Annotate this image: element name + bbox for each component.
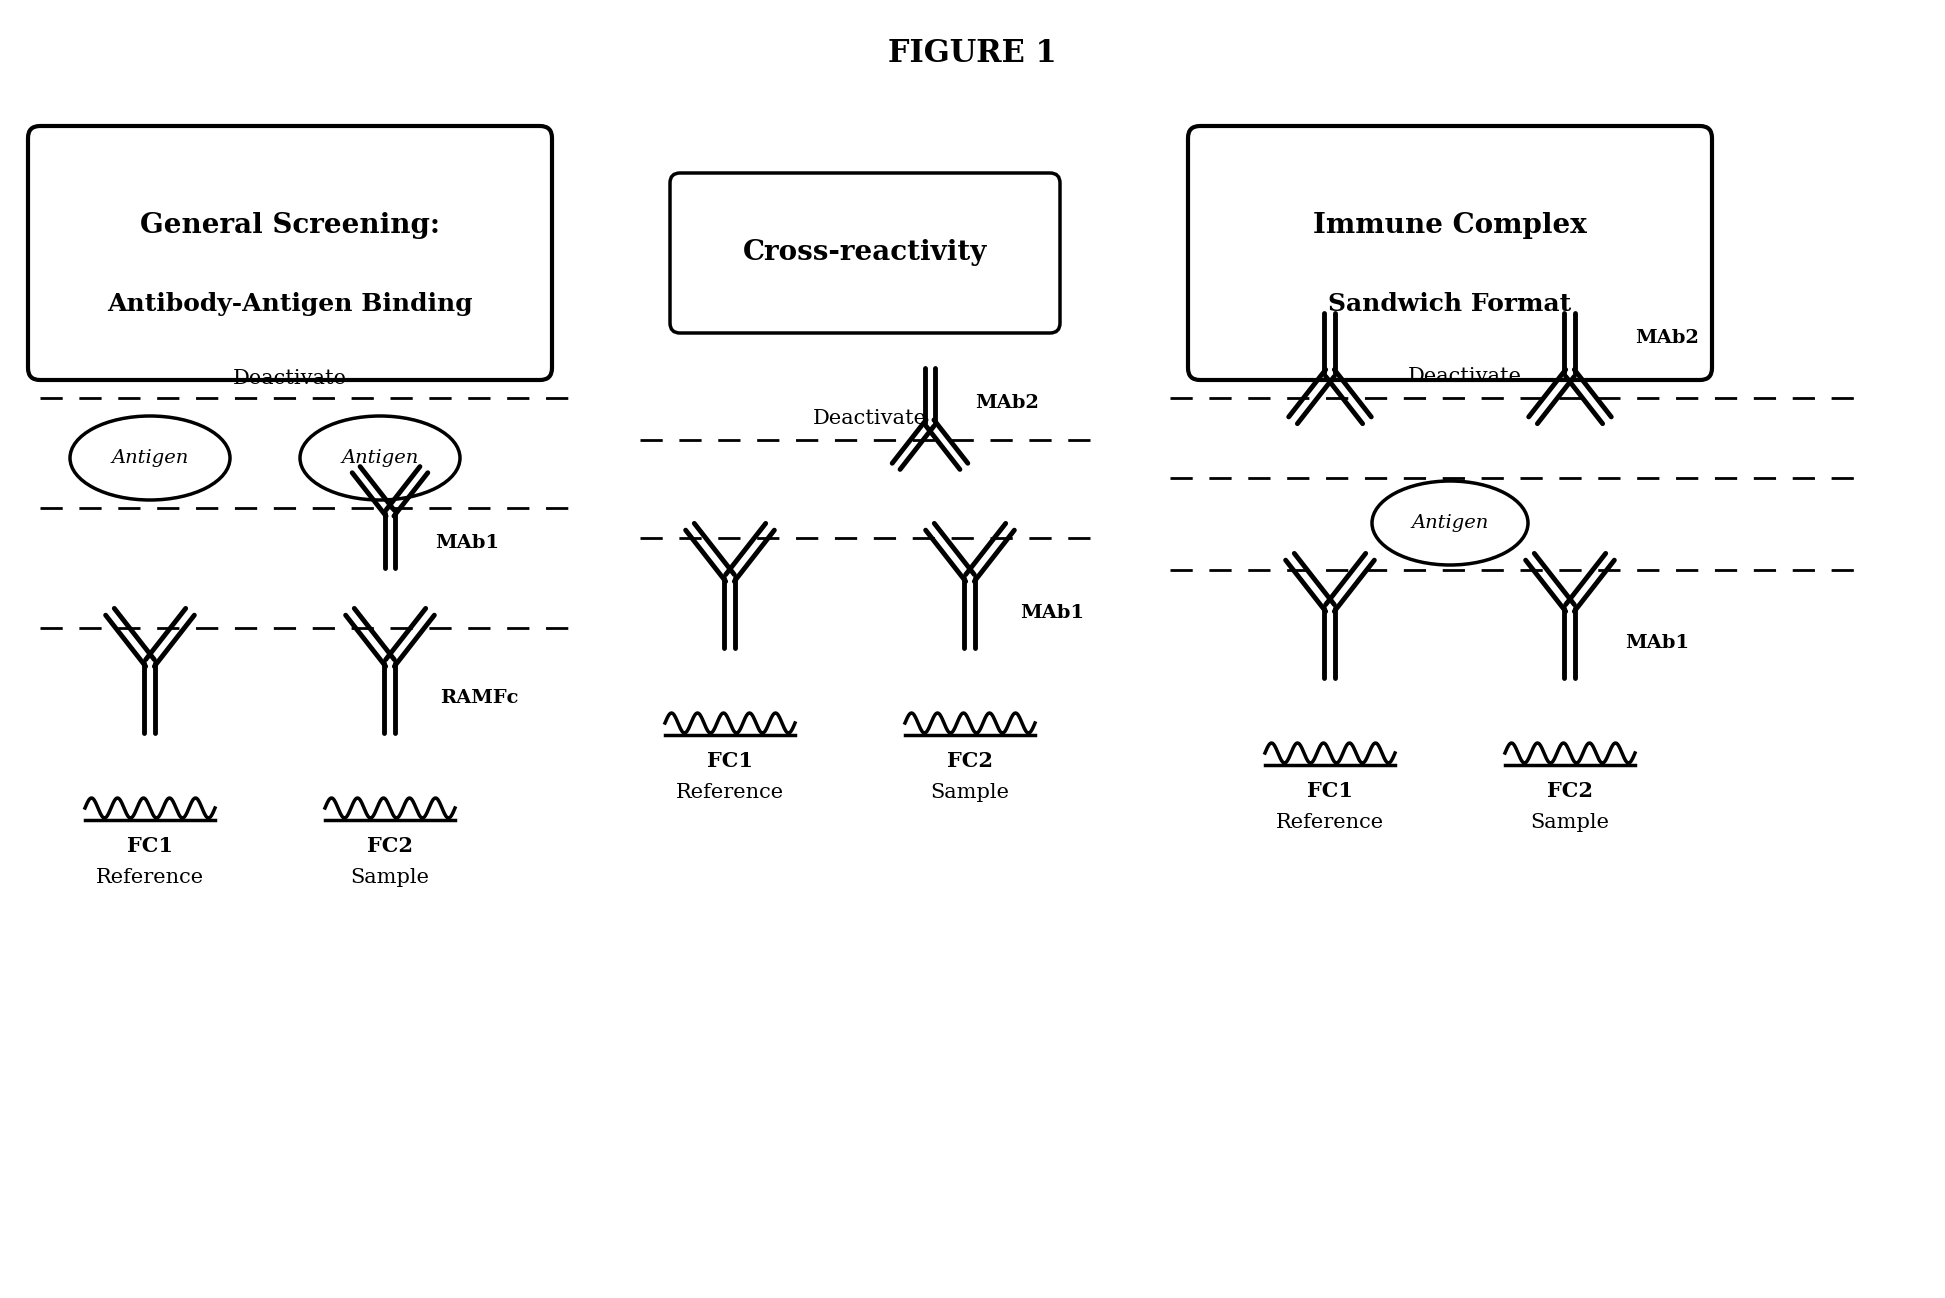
Text: MAb1: MAb1 <box>1624 633 1688 652</box>
Text: General Screening:: General Screening: <box>140 212 440 239</box>
Text: Cross-reactivity: Cross-reactivity <box>743 240 988 266</box>
Text: MAb2: MAb2 <box>974 395 1039 411</box>
Text: FC2: FC2 <box>1546 781 1593 801</box>
Text: Immune Complex: Immune Complex <box>1313 212 1587 239</box>
Text: Reference: Reference <box>95 868 204 887</box>
Text: MAb1: MAb1 <box>436 533 500 552</box>
Text: Sample: Sample <box>930 783 1009 802</box>
FancyBboxPatch shape <box>669 173 1060 334</box>
Text: Deactivate: Deactivate <box>813 409 928 428</box>
Text: Deactivate: Deactivate <box>1408 367 1523 386</box>
Text: FC1: FC1 <box>706 752 753 771</box>
Text: FC1: FC1 <box>1307 781 1354 801</box>
Text: Sandwich Format: Sandwich Format <box>1328 292 1572 315</box>
Text: Sample: Sample <box>350 868 430 887</box>
Text: MAb2: MAb2 <box>1636 328 1698 347</box>
Text: Antigen: Antigen <box>111 449 189 467</box>
Text: FC1: FC1 <box>126 836 173 855</box>
Text: Reference: Reference <box>1276 813 1385 832</box>
Text: FC2: FC2 <box>947 752 994 771</box>
FancyBboxPatch shape <box>27 126 552 380</box>
Text: Antibody-Antigen Binding: Antibody-Antigen Binding <box>107 292 473 315</box>
Text: FC2: FC2 <box>368 836 412 855</box>
Text: RAMFc: RAMFc <box>440 689 519 707</box>
Text: Deactivate: Deactivate <box>233 369 346 388</box>
Text: FIGURE 1: FIGURE 1 <box>887 38 1056 69</box>
Text: MAb1: MAb1 <box>1019 604 1083 622</box>
Text: Sample: Sample <box>1531 813 1610 832</box>
Text: Antigen: Antigen <box>1412 514 1488 532</box>
Text: Antigen: Antigen <box>342 449 418 467</box>
Text: Reference: Reference <box>677 783 784 802</box>
FancyBboxPatch shape <box>1188 126 1712 380</box>
